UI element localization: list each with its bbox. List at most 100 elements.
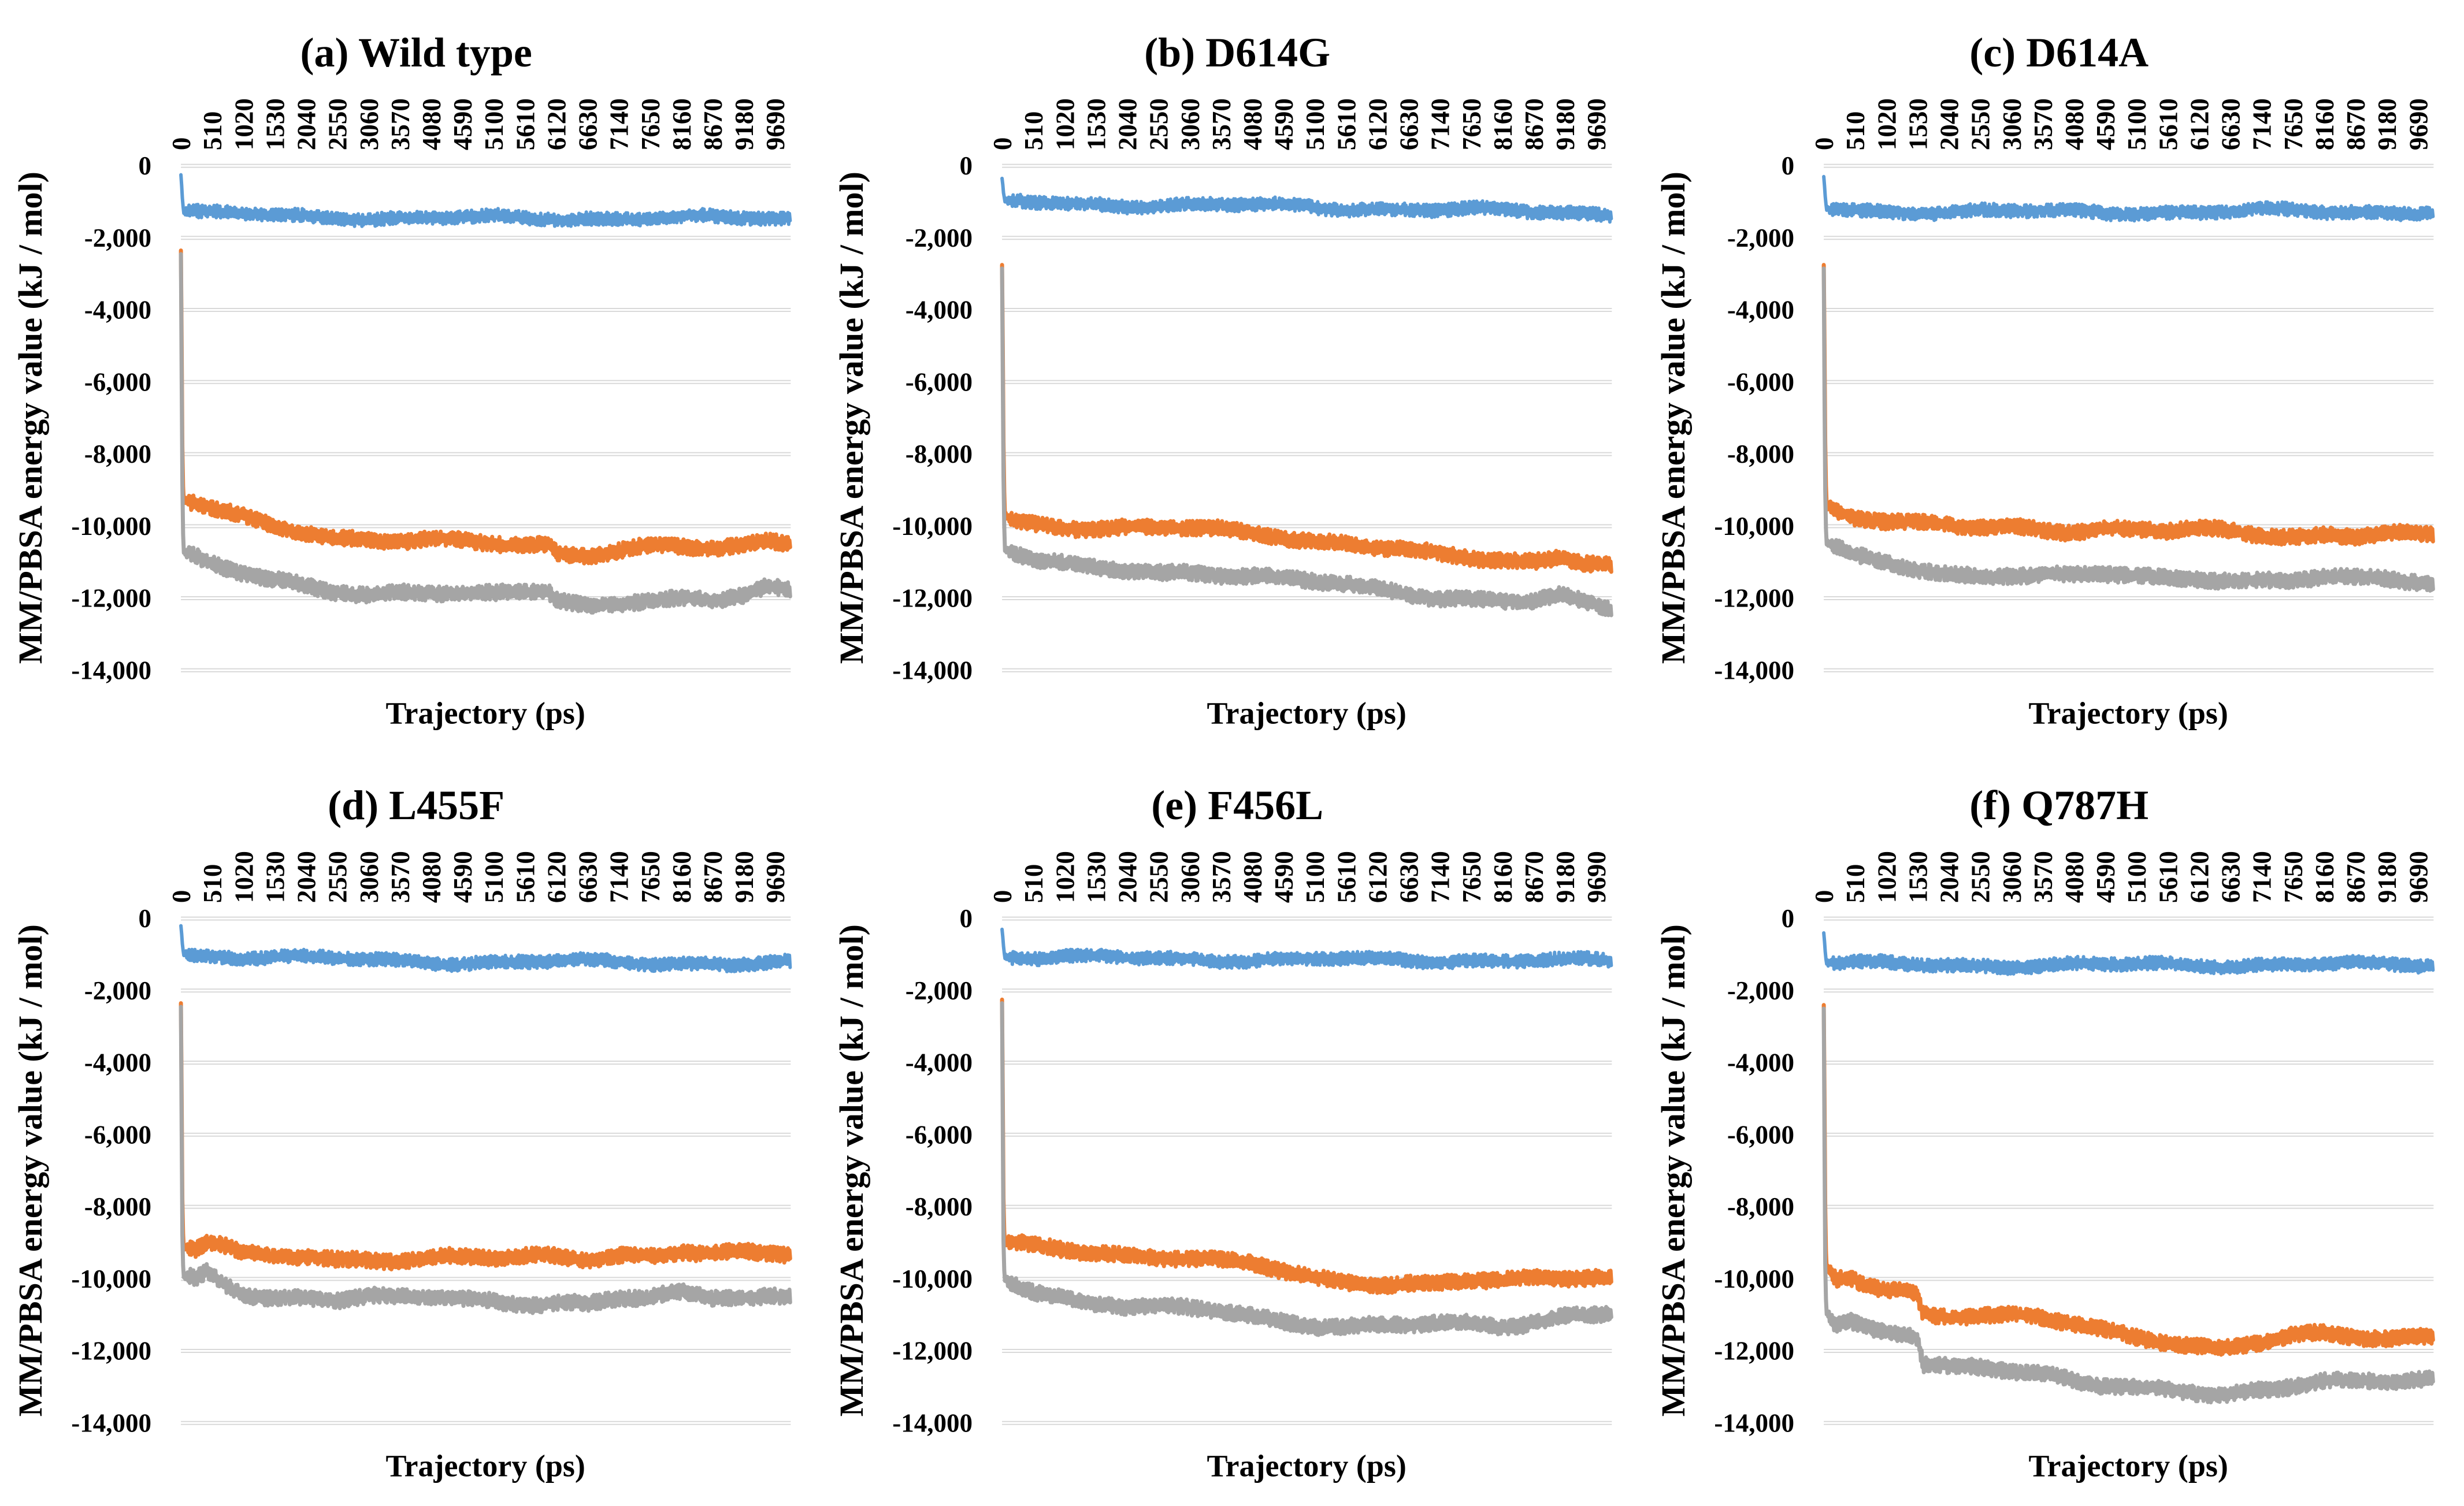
x-tick-label: 510 [1020, 864, 1049, 903]
x-axis-tick-labels: 0 510 1020 1530 2040 2550 3060 3570 4080 4590 5100… [988, 851, 1611, 903]
x-tick-label: 9180 [730, 851, 759, 903]
data-series [1000, 176, 1614, 618]
panel-title: (e) F456L [1152, 782, 1324, 828]
y-tick-label: 0 [1781, 904, 1794, 933]
x-tick-label: 7650 [1457, 98, 1486, 150]
x-axis-title: Trajectory (ps) [2028, 1449, 2228, 1483]
x-tick-label: 7140 [2247, 98, 2276, 150]
data-series [1000, 928, 1614, 1337]
x-tick-label: 1020 [1051, 851, 1080, 903]
x-tick-label: 9180 [2373, 851, 2402, 903]
y-tick-label: -6,000 [906, 367, 973, 396]
panel-q787h: 0 510 1020 1530 2040 2550 3060 3570 4080 4590 5100… [1643, 753, 2464, 1505]
x-tick-label: 6630 [1395, 98, 1424, 150]
series-orange-series [1821, 263, 2435, 547]
y-tick-label: -4,000 [906, 296, 973, 325]
chart-d614a: 0 510 1020 1530 2040 2550 3060 3570 4080 4590 5100… [1654, 29, 2435, 730]
data-series [1821, 174, 2435, 593]
x-tick-label: 510 [198, 111, 227, 151]
y-tick-label: -8,000 [906, 440, 973, 468]
x-tick-label: 510 [1020, 111, 1049, 151]
series-gray-series [179, 252, 792, 615]
x-tick-label: 2550 [324, 98, 352, 150]
y-tick-label: -4,000 [84, 296, 151, 325]
x-axis-title: Trajectory (ps) [2028, 696, 2228, 730]
y-tick-label: -8,000 [1727, 1192, 1794, 1221]
x-tick-label: 2040 [1114, 851, 1142, 903]
x-tick-label: 9690 [761, 851, 790, 903]
x-tick-label: 6630 [2216, 851, 2245, 903]
x-tick-label: 7140 [1426, 851, 1455, 903]
x-axis-tick-labels: 0 510 1020 1530 2040 2550 3060 3570 4080 4590 5100… [1810, 851, 2433, 903]
x-tick-label: 7140 [605, 851, 634, 903]
x-tick-label: 7650 [2279, 98, 2307, 150]
panel-l455f: 0 510 1020 1530 2040 2550 3060 3570 4080 4590 5100… [0, 753, 821, 1505]
x-tick-label: 5610 [1333, 851, 1361, 903]
x-tick-label: 5100 [480, 851, 509, 903]
x-tick-label: 7650 [636, 851, 665, 903]
series-orange-series [1000, 998, 1614, 1296]
x-tick-label: 2550 [1145, 98, 1174, 150]
y-tick-label: -2,000 [84, 976, 151, 1005]
x-tick-label: 2550 [1145, 851, 1174, 903]
x-tick-label: 8670 [699, 851, 728, 903]
x-tick-label: 9690 [2404, 851, 2433, 903]
x-tick-label: 2550 [1966, 98, 1995, 150]
series-blue-series [1821, 174, 2435, 223]
y-axis-tick-labels: 0 -2,000 -4,000 -6,000 -8,000 -10,000 -12,000 -… [71, 151, 151, 685]
x-tick-label: 5100 [2122, 851, 2151, 903]
x-tick-label: 6120 [542, 851, 571, 903]
y-axis-title: MM/PBSA energy value (kJ / mol) [833, 924, 870, 1416]
x-tick-label: 0 [1810, 137, 1839, 150]
y-tick-label: -12,000 [1714, 1337, 1794, 1366]
series-gray-series [1821, 1006, 2435, 1405]
y-tick-label: -8,000 [1727, 440, 1794, 468]
x-tick-label: 510 [1841, 864, 1870, 903]
gridlines [181, 916, 791, 1426]
x-tick-label: 5610 [511, 851, 540, 903]
x-tick-label: 8670 [1520, 98, 1549, 150]
x-tick-label: 8160 [667, 98, 696, 150]
x-tick-label: 4080 [2060, 851, 2089, 903]
y-tick-label: -4,000 [1727, 1048, 1794, 1077]
x-tick-label: 2550 [1966, 851, 1995, 903]
x-tick-label: 6630 [574, 98, 603, 150]
x-axis-title: Trajectory (ps) [386, 696, 585, 730]
x-tick-label: 0 [167, 890, 196, 903]
x-tick-label: 4080 [1238, 98, 1267, 150]
x-tick-label: 9180 [1551, 851, 1580, 903]
x-tick-label: 0 [988, 890, 1017, 903]
x-tick-label: 5610 [511, 98, 540, 150]
y-tick-label: 0 [960, 151, 973, 180]
x-tick-label: 8160 [2310, 98, 2339, 150]
y-tick-label: -14,000 [71, 1409, 151, 1438]
x-tick-label: 3570 [2029, 98, 2058, 150]
chart-f456l: 0 510 1020 1530 2040 2550 3060 3570 4080 4590 5100… [833, 782, 1614, 1483]
data-series [179, 924, 792, 1315]
y-axis-title: MM/PBSA energy value (kJ / mol) [1654, 924, 1692, 1416]
x-tick-label: 5100 [1301, 98, 1330, 150]
x-tick-label: 1530 [1082, 98, 1111, 150]
x-tick-label: 4080 [417, 98, 446, 150]
x-tick-label: 8160 [2310, 851, 2339, 903]
x-tick-label: 4080 [417, 851, 446, 903]
x-tick-label: 2040 [1114, 98, 1142, 150]
x-tick-label: 4080 [1238, 851, 1267, 903]
x-tick-label: 4590 [1270, 98, 1298, 150]
x-tick-label: 4590 [2091, 98, 2120, 150]
x-tick-label: 1020 [229, 98, 258, 150]
x-tick-label: 9180 [730, 98, 759, 150]
x-tick-label: 1530 [1082, 851, 1111, 903]
x-tick-label: 5610 [2154, 98, 2183, 150]
panel-title: (b) D614G [1144, 29, 1330, 76]
x-tick-label: 4590 [448, 851, 477, 903]
x-tick-label: 0 [988, 137, 1017, 151]
x-tick-label: 3060 [355, 98, 384, 150]
y-tick-label: -2,000 [1727, 976, 1794, 1005]
gridlines [1823, 916, 2433, 1426]
y-tick-label: -4,000 [84, 1048, 151, 1077]
y-axis-tick-labels: 0 -2,000 -4,000 -6,000 -8,000 -10,000 -12,000 -… [1714, 151, 1794, 685]
x-tick-label: 3060 [1997, 851, 2026, 903]
x-tick-label: 3570 [386, 98, 415, 150]
y-axis-title: MM/PBSA energy value (kJ / mol) [833, 172, 870, 664]
